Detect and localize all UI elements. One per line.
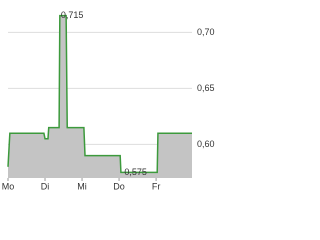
x-tick-label: Di [41, 181, 50, 191]
chart: 0,60 0,65 0,70 Mo Di Mi Do Fr 0,715 0,575 [2, 10, 215, 191]
y-tick-label: 0,65 [197, 83, 215, 93]
x-tick-label: Fr [152, 181, 161, 191]
x-tick-label: Mo [2, 181, 15, 191]
y-tick-label: 0,70 [197, 27, 215, 37]
area-fill [8, 15, 192, 178]
price-line [7, 14, 192, 174]
value-label: 0,715 [61, 10, 84, 20]
value-label: 0,575 [124, 167, 147, 177]
y-tick-label: 0,60 [197, 139, 215, 149]
x-tick-label: Do [113, 181, 125, 191]
x-tick-label: Mi [77, 181, 87, 191]
